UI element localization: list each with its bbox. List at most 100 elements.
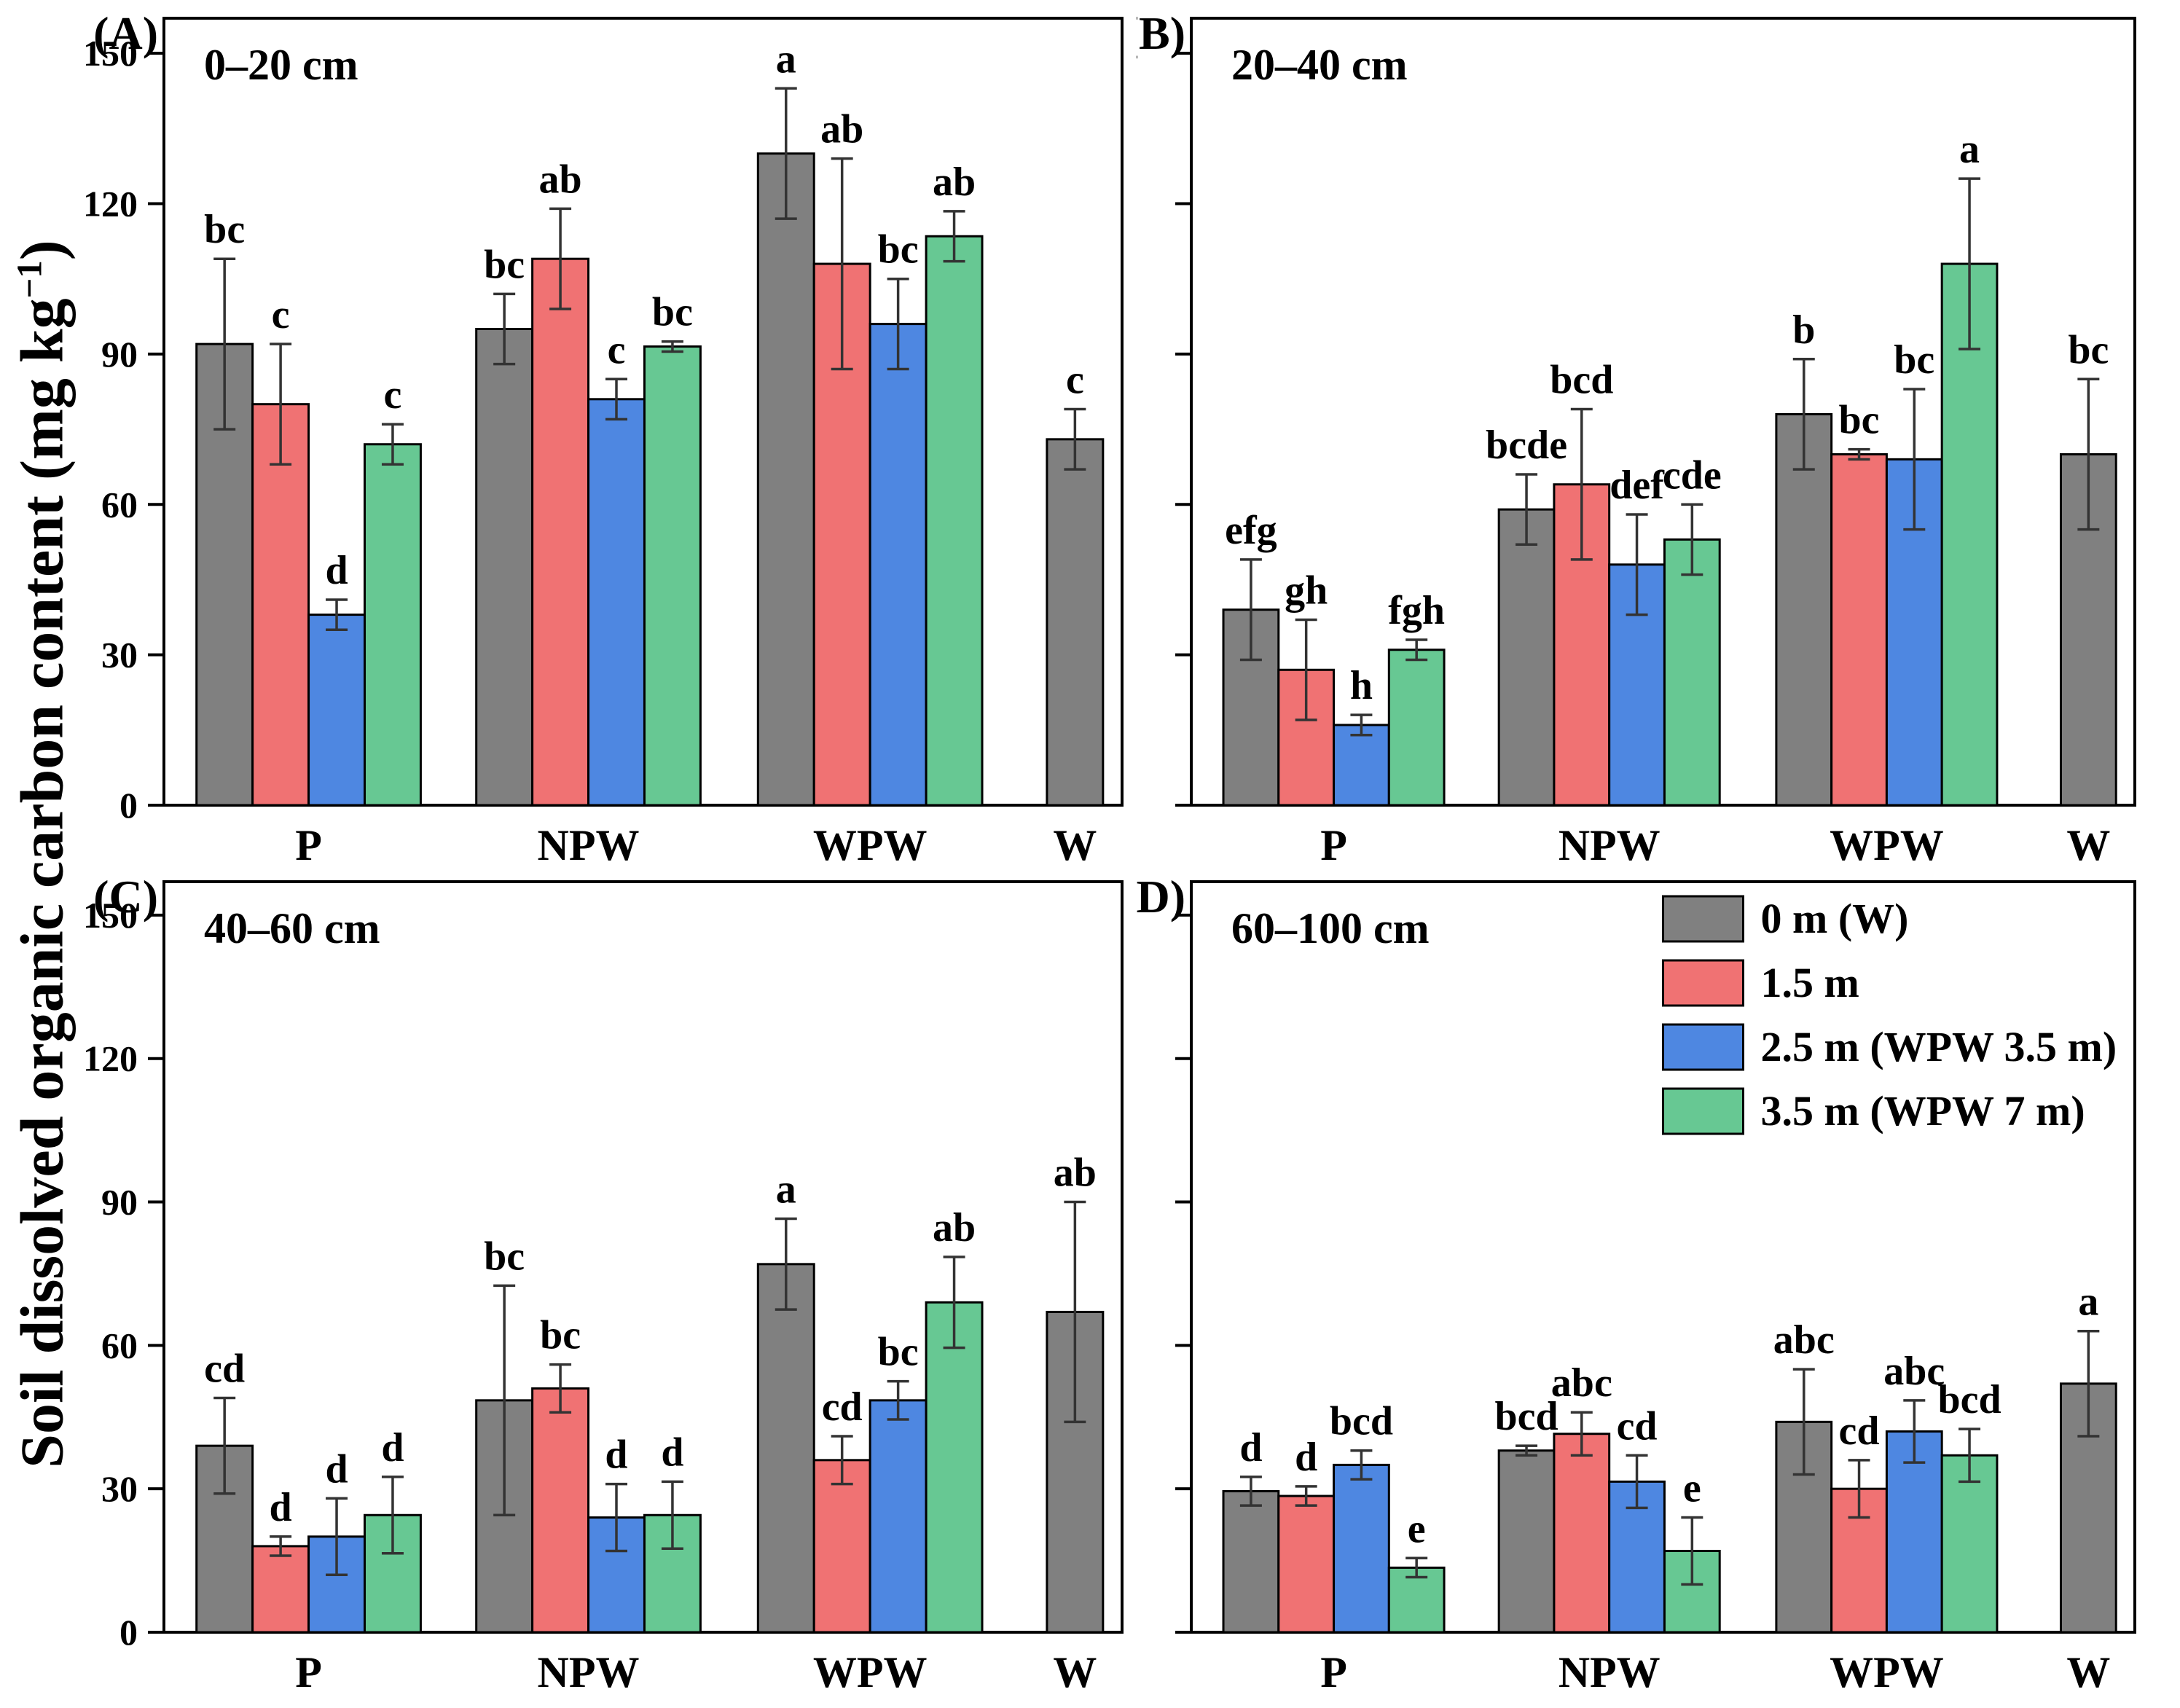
sig-letter: gh xyxy=(1285,568,1328,613)
sig-letter: ab xyxy=(820,107,863,152)
sig-letter: c xyxy=(608,327,626,372)
panel-label: (A) xyxy=(93,7,158,59)
sig-letter: d xyxy=(1295,1435,1317,1480)
sig-letter: fgh xyxy=(1388,588,1445,633)
panel-B-chart: efgbcdebbcghbcdbchdefbcfghcdeaPNPWWPWW(B… xyxy=(1137,7,2136,869)
panel-label: (D) xyxy=(1137,871,1185,922)
sig-letter: cde xyxy=(1663,453,1722,498)
sig-letter: a xyxy=(2078,1280,2098,1325)
x-category-label: NPW xyxy=(538,821,640,869)
bar-WPW-s3 xyxy=(1940,262,1999,807)
sig-letter: ab xyxy=(933,160,976,205)
sig-letter: d xyxy=(1239,1425,1262,1470)
sig-letter: abc xyxy=(1883,1349,1945,1394)
bar-P-s2 xyxy=(1333,724,1390,807)
sig-letter: efg xyxy=(1225,508,1277,553)
bar-WPW-s1 xyxy=(1830,453,1888,807)
sig-letter: bc xyxy=(1894,337,1934,383)
x-category-label: WPW xyxy=(813,821,928,869)
sig-letter: c xyxy=(272,292,290,337)
panel-D-chart: dbcdabcadabccdbcdcdabceebcdPNPWWPWW(D)60… xyxy=(1137,871,2136,1696)
sig-letter: bc xyxy=(652,290,693,335)
x-category-label: NPW xyxy=(1558,821,1661,869)
bar-WPW-s3 xyxy=(1940,1454,1999,1634)
sig-letter: bcde xyxy=(1486,423,1567,468)
sig-letter: bc xyxy=(484,1234,525,1279)
panel-label: (C) xyxy=(93,871,158,922)
x-category-label: P xyxy=(1320,1648,1347,1696)
panel-title: 40–60 cm xyxy=(204,904,380,952)
legend-label: 0 m (W) xyxy=(1761,895,1909,942)
panel-title: 60–100 cm xyxy=(1231,904,1430,952)
sig-letter: abc xyxy=(1773,1317,1835,1363)
bar-WPW-s3 xyxy=(925,235,984,807)
x-category-label: NPW xyxy=(1558,1648,1661,1696)
legend-swatch xyxy=(1662,1023,1744,1071)
x-category-label: W xyxy=(2066,1648,2110,1696)
bar-WPW-s0 xyxy=(1775,412,1833,807)
legend-swatch xyxy=(1662,959,1744,1007)
sig-letter: ab xyxy=(539,157,582,202)
sig-letter: d xyxy=(325,1446,348,1492)
sig-letter: bc xyxy=(1839,398,1880,443)
bar-NPW-s2 xyxy=(587,398,646,807)
sig-letter: ab xyxy=(933,1205,976,1250)
sig-letter: abc xyxy=(1551,1360,1612,1406)
legend-swatch xyxy=(1662,895,1744,943)
y-tick-label: 150 xyxy=(83,33,138,74)
bar-WPW-s0 xyxy=(756,1263,815,1634)
sig-letter: ab xyxy=(1054,1151,1097,1196)
bar-P-s0 xyxy=(1222,1489,1280,1634)
y-tick-label: 60 xyxy=(101,1325,138,1366)
sig-letter: bc xyxy=(2068,327,2109,372)
x-category-label: W xyxy=(2066,821,2110,869)
bar-WPW-s2 xyxy=(1885,1430,1943,1634)
x-category-label: WPW xyxy=(1830,1648,1944,1696)
sig-letter: e xyxy=(1408,1506,1426,1551)
sig-letter: b xyxy=(1792,307,1815,353)
y-tick-label: 90 xyxy=(101,334,138,375)
panel-title: 0–20 cm xyxy=(204,41,358,89)
x-category-label: WPW xyxy=(1830,821,1944,869)
bar-NPW-s0 xyxy=(475,327,534,807)
x-category-label: P xyxy=(295,1648,322,1696)
y-tick-label: 30 xyxy=(101,635,138,675)
bar-NPW-s3 xyxy=(643,345,702,807)
legend-swatch xyxy=(1662,1087,1744,1135)
bar-NPW-s1 xyxy=(531,257,590,807)
y-tick-label: 0 xyxy=(119,785,138,826)
sig-letter: d xyxy=(381,1425,404,1470)
y-tick-label: 90 xyxy=(101,1182,138,1223)
bar-NPW-s1 xyxy=(531,1387,590,1634)
x-category-label: NPW xyxy=(538,1648,640,1696)
sig-letter: e xyxy=(1683,1466,1701,1511)
y-tick-label: 120 xyxy=(83,1038,138,1079)
sig-letter: a xyxy=(776,1167,796,1213)
bar-WPW-s2 xyxy=(869,1399,928,1634)
legend-label: 2.5 m (WPW 3.5 m) xyxy=(1761,1023,2117,1070)
bar-W-s0 xyxy=(1046,438,1105,807)
bar-P-s2 xyxy=(307,614,366,807)
sig-letter: bcd xyxy=(1494,1394,1558,1439)
sig-letter: cd xyxy=(204,1347,245,1392)
bar-NPW-s0 xyxy=(1497,1449,1556,1634)
y-tick-label: 120 xyxy=(83,184,138,224)
sig-letter: a xyxy=(776,36,796,82)
legend-label: 3.5 m (WPW 7 m) xyxy=(1761,1087,2085,1135)
sig-letter: d xyxy=(661,1430,683,1475)
panel-label: (B) xyxy=(1137,7,1185,59)
sig-letter: bcd xyxy=(1937,1377,2001,1422)
x-category-label: W xyxy=(1053,821,1097,869)
x-category-label: W xyxy=(1053,1648,1097,1696)
sig-letter: c xyxy=(384,372,402,418)
sig-letter: def xyxy=(1609,463,1665,508)
x-category-label: P xyxy=(1320,821,1347,869)
sig-letter: cd xyxy=(1839,1409,1880,1454)
y-tick-label: 60 xyxy=(101,484,138,525)
bar-NPW-s3 xyxy=(1663,538,1721,807)
sig-letter: d xyxy=(270,1485,292,1530)
bar-WPW-s1 xyxy=(812,1459,871,1634)
bar-P-s3 xyxy=(1387,649,1446,807)
